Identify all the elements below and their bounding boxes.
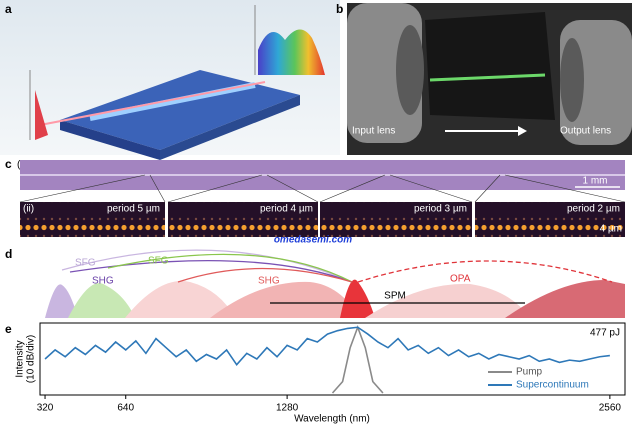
process-label: SFG	[148, 256, 169, 267]
waveguide	[89, 82, 256, 121]
period-label: period 5 µm	[107, 204, 160, 215]
panel-label: a	[5, 2, 12, 16]
band	[210, 281, 360, 318]
period-label: period 4 µm	[260, 204, 313, 215]
panel-label: c	[5, 157, 12, 171]
y-axis-label: Intensity	[15, 340, 26, 377]
micrograph-ii	[320, 202, 472, 237]
scale-label: 4 µm	[600, 224, 622, 235]
process-arrows	[61, 249, 613, 304]
lens-face	[560, 38, 584, 122]
process-label: SHG	[258, 276, 280, 287]
panel-label: e	[5, 322, 12, 336]
period-label: period 2 µm	[567, 204, 620, 215]
input-pulse	[35, 90, 48, 140]
series-line	[331, 324, 384, 394]
lens-label: Input lens	[352, 126, 395, 137]
chart: e 477 pJ Intensity (10 dB/div) Wavelength (n…	[5, 322, 621, 424]
lens-face	[396, 25, 424, 115]
scale-label: 1 mm	[583, 176, 608, 187]
legend-label: Pump	[516, 367, 543, 378]
series-line	[44, 326, 610, 366]
lens-label: Output lens	[560, 126, 611, 137]
chip-side	[160, 95, 300, 160]
chip-front	[60, 120, 160, 160]
x-tick-label: 2560	[599, 403, 622, 414]
band	[68, 283, 135, 318]
annotation: 477 pJ	[590, 328, 620, 339]
legend-label: Supercontinuum	[516, 380, 589, 391]
sub-label: (ii)	[23, 204, 34, 215]
band	[125, 281, 235, 318]
arrow-head	[518, 126, 527, 136]
period-label: period 3 µm	[414, 204, 467, 215]
micrograph-ii	[168, 202, 318, 237]
plot-frame	[39, 322, 626, 396]
process-label: SFG	[75, 258, 96, 269]
process-label: SPM	[384, 291, 406, 302]
x-axis-label: Wavelength (nm)	[294, 414, 370, 425]
x-tick-label: 320	[37, 403, 54, 414]
process-label: SHG	[92, 276, 114, 287]
band	[365, 283, 530, 318]
beam	[39, 81, 266, 126]
micrograph-ii	[20, 202, 165, 237]
micrograph-ii	[475, 202, 625, 237]
glow	[429, 73, 546, 82]
x-tick-label: 640	[117, 403, 134, 414]
chip-photo	[425, 12, 555, 120]
pump-band	[340, 279, 375, 318]
band	[45, 284, 78, 318]
watermark: omedasemi.com	[274, 235, 352, 246]
band	[505, 280, 625, 318]
x-tick-label: 1280	[276, 403, 299, 414]
zoom-lines	[19, 174, 626, 203]
panel-label: d	[5, 247, 12, 261]
panel-label: b	[336, 2, 343, 16]
y-axis-label: (10 dB/div)	[26, 335, 37, 383]
process-label: OPA	[450, 274, 471, 285]
output-spectrum	[258, 29, 325, 75]
